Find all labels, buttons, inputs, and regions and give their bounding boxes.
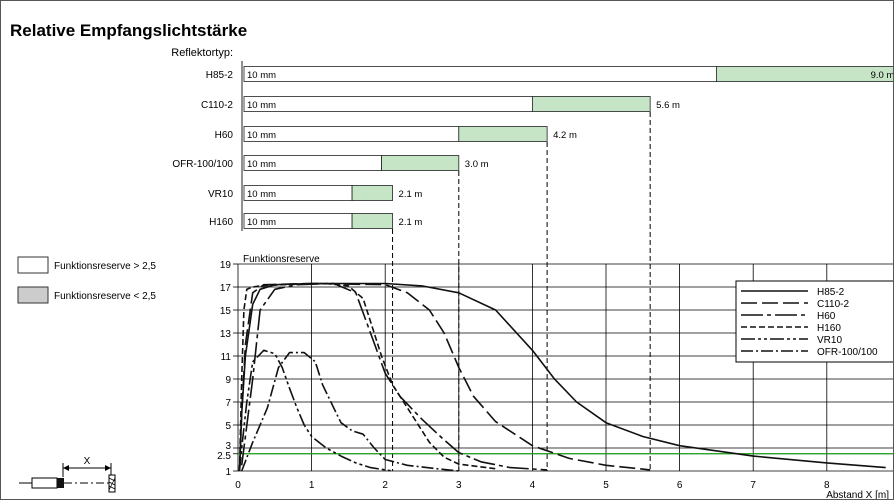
dimension-label: X [84, 456, 91, 467]
x-tick-label: 0 [235, 480, 241, 491]
reflector-hatch [108, 477, 116, 491]
legend-swatch-high [17, 256, 49, 274]
x-tick-label: 1 [309, 480, 315, 491]
bar-start-label: 10 mm [247, 70, 276, 81]
legend-series-label: H60 [817, 311, 836, 322]
legend-label-high: Funktionsreserve > 2,5 [54, 261, 156, 272]
sensor-body [31, 477, 58, 489]
y-tick-label: 15 [220, 306, 232, 317]
bar-green-segment [532, 96, 651, 112]
line-legend-box [735, 280, 893, 363]
bar-white-segment [243, 126, 460, 142]
legend-series-label: C110-2 [817, 299, 849, 310]
bar-chart-title: Reflektortyp: [171, 47, 233, 59]
bar-category-label: VR10 [208, 189, 233, 200]
y-tick-label: 11 [221, 352, 232, 363]
bar-end-label: 2.1 m [399, 189, 423, 200]
y-tick-label: 1 [225, 467, 231, 478]
bar-category-label: H85-2 [206, 70, 234, 81]
y-tick-label: 3 [225, 441, 231, 452]
y-tick-label: 19 [220, 260, 232, 271]
series-line-h60 [240, 282, 548, 471]
reflector-bars: H85-2 10 mm 9.0 m C110-2 10 mm 5.6 m H60 10 mm 4… [172, 61, 894, 471]
x-tick-label: 8 [824, 480, 830, 491]
legend-series-label: OFR-100/100 [817, 347, 878, 358]
bar-end-label: 9.0 m [871, 70, 894, 81]
legend-series-label: H160 [817, 323, 841, 334]
bar-green-segment [381, 155, 460, 171]
x-tick-label: 2 [382, 480, 388, 491]
bar-start-label: 10 mm [247, 217, 276, 228]
series-line-c110-2 [238, 282, 651, 472]
legend-box-low: Funktionsreserve < 2,5 [17, 286, 156, 304]
x-tick-label: 7 [750, 480, 756, 491]
y-tick-label: 9 [225, 375, 231, 386]
series-line-ofr-100-100 [240, 351, 459, 472]
y-tick-label: 5 [225, 421, 231, 432]
bar-green-segment [716, 66, 893, 82]
legend-label-low: Funktionsreserve < 2,5 [54, 291, 156, 302]
bar-green-segment [351, 213, 393, 229]
sensor-lens [57, 478, 64, 488]
bar-end-label: 5.6 m [656, 100, 680, 111]
dimension-arrows [63, 465, 111, 471]
sensor-diagram: X [19, 456, 116, 493]
y-axis-label: Funktionsreserve [243, 254, 320, 265]
bar-category-label: H60 [215, 130, 234, 141]
page-title: Relative Empfangslichtstärke [10, 21, 247, 40]
bar-end-label: 3.0 m [465, 159, 489, 170]
bar-start-label: 10 mm [247, 159, 276, 170]
bar-start-label: 10 mm [247, 130, 276, 141]
bar-end-label: 2.1 m [399, 217, 423, 228]
x-tick-label: 3 [456, 480, 462, 491]
series-line-h85-2 [238, 282, 886, 472]
x-tick-label: 5 [603, 480, 609, 491]
series-line-vr10 [238, 349, 393, 472]
y-tick-label: 13 [220, 329, 232, 340]
bar-green-segment [458, 126, 548, 142]
bar-white-segment [243, 96, 533, 112]
x-tick-label: 6 [677, 480, 683, 491]
legend-series-label: H85-2 [817, 287, 845, 298]
bar-start-label: 10 mm [247, 100, 276, 111]
bar-green-segment [351, 185, 393, 201]
bar-category-label: C110-2 [201, 100, 233, 111]
bar-category-label: H160 [209, 217, 233, 228]
legend-swatch-low [17, 286, 49, 304]
y-tick-label: 2.5 [217, 451, 231, 462]
legend-box-high: Funktionsreserve > 2,5 [17, 256, 156, 274]
x-tick-label: 4 [530, 480, 536, 491]
y-tick-label: 17 [220, 283, 232, 294]
y-tick-label: 7 [225, 398, 231, 409]
bar-white-segment [243, 66, 717, 82]
line-chart: 12.5357911131517190123456789H85-2C110-2H… [217, 260, 893, 491]
bar-start-label: 10 mm [247, 189, 276, 200]
legend-series-label: VR10 [817, 335, 842, 346]
series-line-h160 [238, 282, 496, 472]
bar-category-label: OFR-100/100 [172, 159, 233, 170]
bar-end-label: 4.2 m [553, 130, 577, 141]
x-axis-label: Abstand X [m] [826, 490, 889, 500]
